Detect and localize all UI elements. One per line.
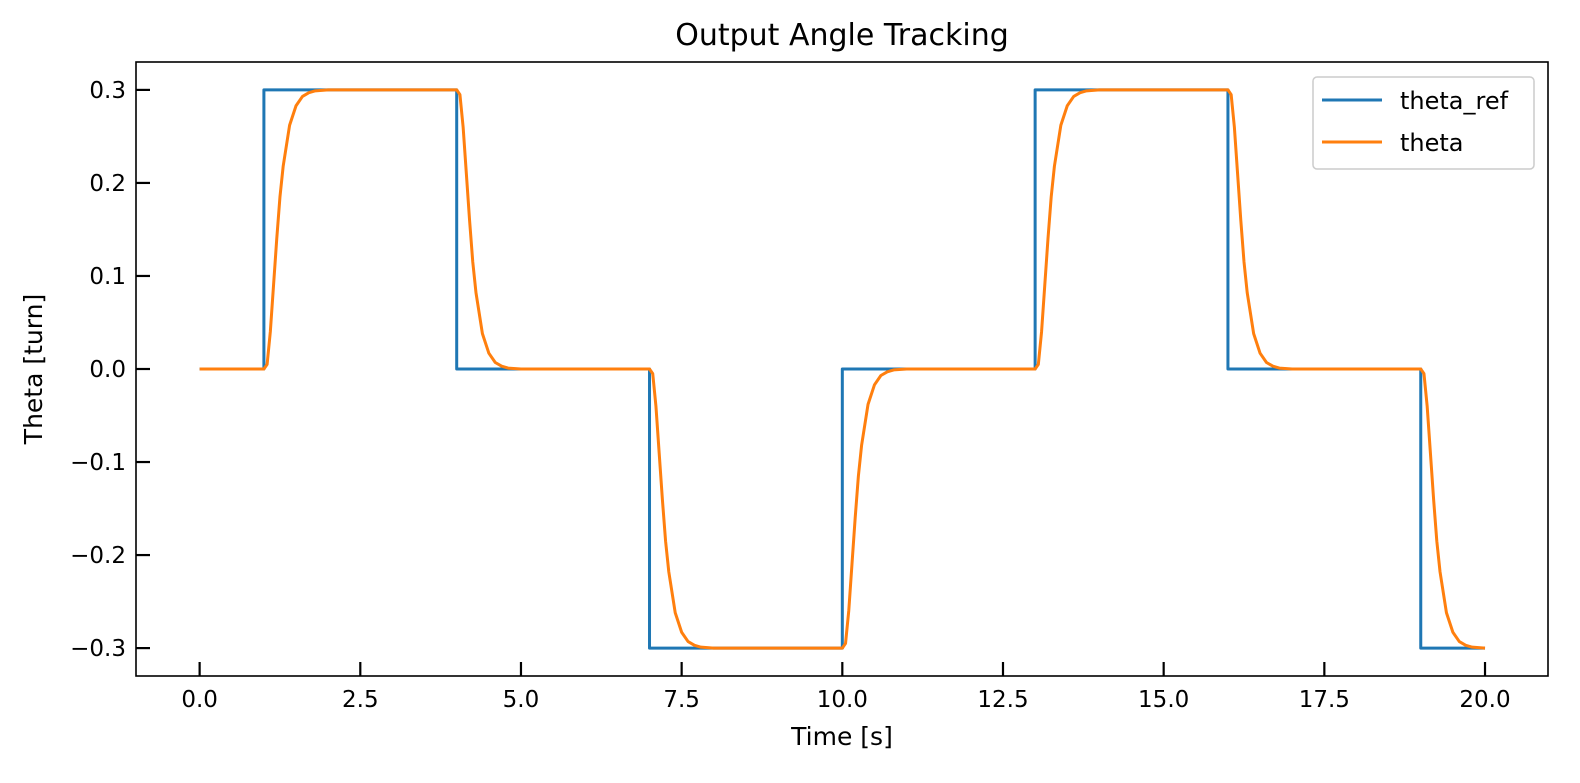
y-axis-ticks: 0.3 0.2 0.1 0.0 −0.1 −0.2 −0.3 [70,78,150,662]
series-layer [199,88,1486,650]
legend-label-theta: theta [1400,129,1464,157]
series-line-theta [199,88,1486,650]
y-tick-label: 0.0 [89,357,126,383]
y-tick-label: −0.1 [70,450,126,476]
legend-label-theta-ref: theta_ref [1400,87,1509,115]
x-tick-label: 10.0 [817,687,868,713]
x-axis-label: Time [s] [790,722,893,751]
x-tick-label: 20.0 [1459,687,1510,713]
x-tick-label: 7.5 [663,687,700,713]
x-tick-label: 0.0 [181,687,218,713]
y-tick-label: 0.2 [89,171,126,197]
y-tick-label: −0.3 [70,636,126,662]
x-tick-label: 2.5 [342,687,379,713]
x-tick-label: 5.0 [503,687,540,713]
x-tick-label: 12.5 [977,687,1028,713]
y-axis-label: Theta [turn] [19,294,48,445]
x-tick-label: 15.0 [1138,687,1189,713]
x-tick-label: 17.5 [1299,687,1350,713]
plot-area-frame [135,61,1549,677]
y-tick-label: 0.3 [89,78,126,104]
y-tick-label: 0.1 [89,264,126,290]
chart-title: Output Angle Tracking [675,18,1009,53]
y-tick-label: −0.2 [70,543,126,569]
legend: theta_ref theta [1312,76,1535,170]
x-axis-ticks: 0.0 2.5 5.0 7.5 10.0 12.5 15.0 17.5 20.0 [181,662,1511,713]
